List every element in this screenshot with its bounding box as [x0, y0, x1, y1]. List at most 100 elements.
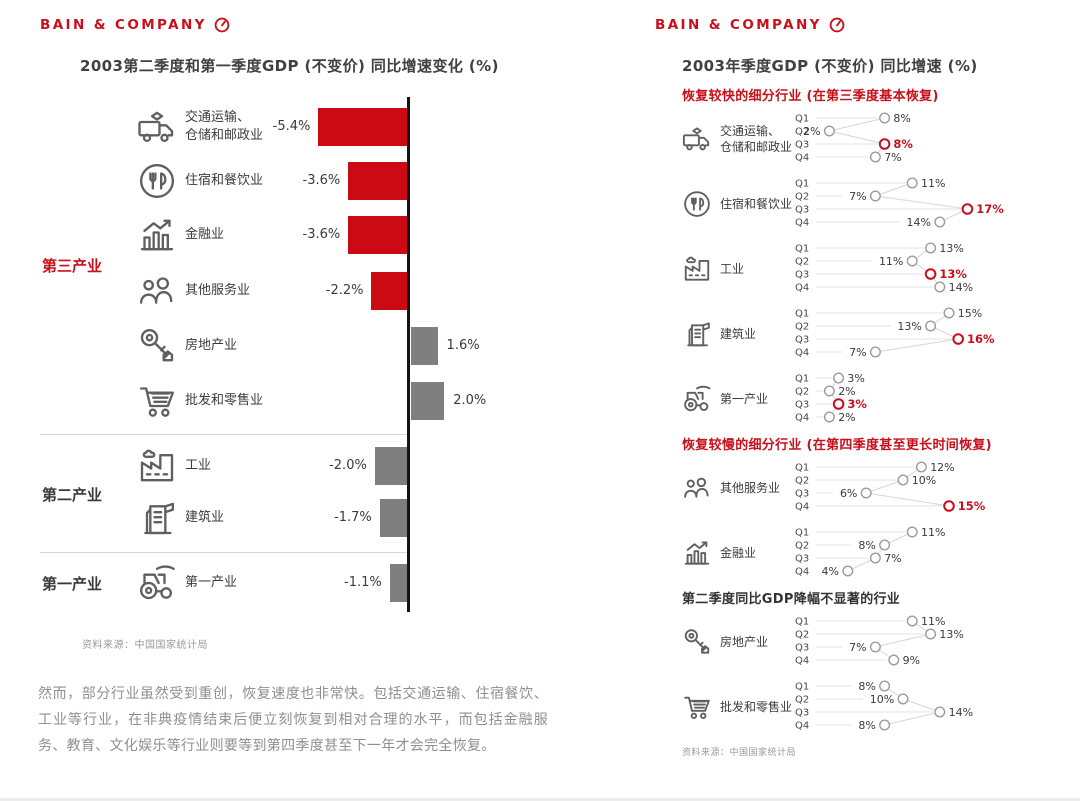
dining-icon: [684, 191, 710, 217]
services-icon: [137, 271, 177, 311]
bar-value: 2.0%: [453, 393, 487, 408]
connector-line: [875, 633, 931, 648]
bar-value: -1.7%: [334, 510, 372, 525]
bar-value: -5.4%: [272, 119, 311, 134]
industry-icon-cell: [682, 189, 720, 219]
quarter-dot: [897, 474, 909, 486]
quarter-label: Q4: [795, 413, 809, 424]
quarter-value: 8%: [893, 137, 913, 151]
quarter-dot: [869, 552, 881, 564]
quarter-dot: [860, 487, 872, 499]
quarter-label: Q3: [795, 205, 809, 216]
quarter-label: Q4: [795, 502, 809, 513]
bar-value: 1.6%: [446, 338, 480, 353]
quarter-dot: [934, 281, 946, 293]
quarter-dot: [842, 565, 854, 577]
quarter-value: 15%: [958, 499, 986, 513]
quarter-dot-highlight: [961, 203, 974, 215]
quarter-label: Q4: [795, 567, 809, 578]
industry-icon-cell: [682, 124, 720, 154]
quarter-dot: [823, 411, 835, 423]
quarter-dot-plot: Q1 11% Q2 8% Q3 7% Q4 4%: [795, 526, 945, 578]
industry-name: 工业: [720, 261, 745, 276]
quarter-dot-plot: Q1 8% Q22% Q3 8% Q4 7%: [795, 112, 913, 164]
industry-icon: [137, 446, 177, 486]
industry-block: 批发和零售业 Q1 8% Q2 10% Q3 14% Q4 8%: [682, 680, 1074, 734]
realestate-icon: [137, 326, 177, 366]
quarter-dot: [879, 112, 891, 124]
quarter-value: 6%: [840, 487, 857, 500]
quarter-label: Q1: [795, 374, 809, 385]
retail-icon: [684, 696, 710, 719]
industry-block: 第一产业 Q1 3% Q2 2% Q3 3% Q4 2%: [682, 372, 1074, 426]
quarter-label: Q1: [795, 463, 809, 474]
finance-icon: [137, 215, 177, 255]
retail-icon: [140, 387, 174, 417]
commentary-paragraph: 然而，部分行业虽然受到重创，恢复速度也非常快。包括交通运输、住宿餐饮、工业等行业…: [38, 686, 548, 754]
industry-name: 建筑业: [720, 326, 757, 341]
industry-icon-cell: [682, 254, 720, 284]
quarter-dot: [906, 255, 918, 267]
construction-icon: [687, 322, 710, 347]
industry-group-label: 第二产业: [42, 486, 103, 504]
quarter-label: Q1: [795, 617, 809, 628]
quarter-dot: [915, 461, 927, 473]
transport-icon: [138, 111, 174, 143]
gdp-change-bar-chart: 第三产业 交通运输、 仓储和邮政业 -5.4% 住宿和餐饮业 -3.6% 金融业 -3.6%…: [40, 95, 520, 620]
bar-value: [411, 327, 438, 365]
construction-icon: [144, 502, 174, 535]
quarter-dot: [869, 151, 881, 163]
section-heading: 恢复较慢的细分行业 (在第四季度甚至更长时间恢复): [682, 438, 992, 453]
sector-label: 金融业: [185, 227, 225, 243]
quarter-dot: [879, 539, 891, 551]
sector-label: 第一产业: [185, 575, 238, 591]
bain-logo: BAIN & COMPANY: [40, 17, 230, 33]
quarter-label: Q1: [795, 528, 809, 539]
bar-value: -2.2%: [325, 283, 364, 298]
industry-block: 工业 Q1 13% Q2 11% Q3 13% Q4 14%: [682, 242, 1074, 296]
sector-label: 其他服务业: [185, 283, 251, 299]
connector-line: [829, 117, 885, 132]
industry-block: 交通运输、 仓储和邮政业 Q1 8% Q2 2% Q3 8% Q4 7%: [682, 112, 1074, 166]
quarter-dot: [906, 526, 918, 538]
quarter-value: 7%: [849, 346, 866, 359]
sector-label: 住宿和餐饮业: [185, 173, 264, 189]
quarter-dot-plot: Q1 3% Q2 2% Q3 3% Q4 2%: [795, 372, 867, 424]
quarter-dot-highlight: [952, 333, 964, 345]
group-divider: [40, 552, 408, 553]
quarter-label: Q2: [795, 322, 809, 333]
connector-line: [875, 338, 959, 353]
section-heading: 恢复较快的细分行业 (在第三季度基本恢复): [682, 89, 939, 104]
quarter-value: 14%: [907, 216, 931, 229]
industry-name: 其他服务业: [720, 480, 781, 495]
realestate-icon: [684, 629, 710, 654]
quarter-label: Q3: [795, 140, 809, 151]
right-chart-title: 2003年季度GDP (不变价) 同比增速 (%): [682, 57, 978, 75]
quarter-label: Q3: [795, 554, 809, 565]
bar-value: -3.6%: [302, 173, 341, 188]
industry-name: 住宿和餐饮业: [720, 196, 793, 211]
quarter-dot: [833, 372, 845, 384]
quarter-value: 7%: [884, 151, 901, 164]
industry-icon: [140, 449, 174, 482]
retail-icon: [137, 381, 177, 421]
bain-logo-text: BAIN & COMPANY: [655, 17, 822, 33]
quarter-dot-highlight: [832, 398, 845, 410]
section-heading: 第二季度同比GDP降幅不显著的行业: [682, 592, 901, 607]
quarter-label: Q2: [795, 387, 809, 398]
quarter-dot: [869, 641, 881, 653]
industry-icon-cell: [682, 692, 720, 722]
industry-name: 批发和零售业: [720, 699, 793, 714]
sector-label: 建筑业: [185, 510, 225, 526]
quarter-value: 8%: [858, 719, 875, 732]
quarter-value: 17%: [976, 202, 1004, 216]
industry-icon-cell: [682, 538, 720, 568]
services-icon: [140, 277, 173, 304]
quarter-value: 13%: [939, 242, 963, 255]
quarter-label: Q2: [795, 541, 809, 552]
quarter-label: Q2: [795, 127, 809, 138]
bar-value: [374, 447, 408, 485]
industry-icon-cell: [682, 473, 720, 503]
quarter-value: 11%: [921, 615, 945, 628]
